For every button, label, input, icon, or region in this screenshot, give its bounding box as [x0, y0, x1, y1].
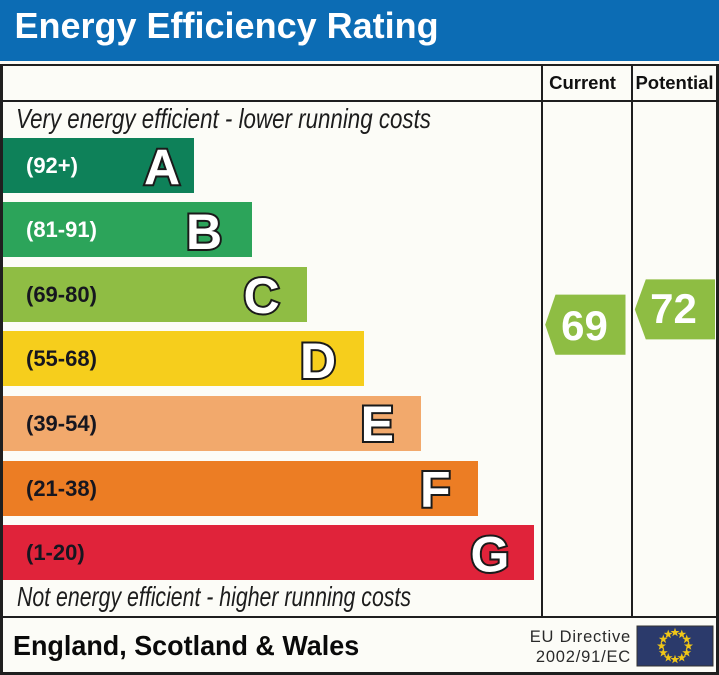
svg-text:69: 69: [561, 302, 608, 349]
svg-text:E: E: [361, 396, 394, 452]
svg-text:D: D: [300, 333, 336, 389]
svg-text:A: A: [144, 140, 180, 196]
svg-text:F: F: [420, 462, 451, 518]
svg-text:B: B: [186, 204, 222, 260]
svg-text:C: C: [243, 268, 279, 324]
svg-text:72: 72: [650, 285, 697, 332]
svg-text:G: G: [471, 526, 510, 582]
